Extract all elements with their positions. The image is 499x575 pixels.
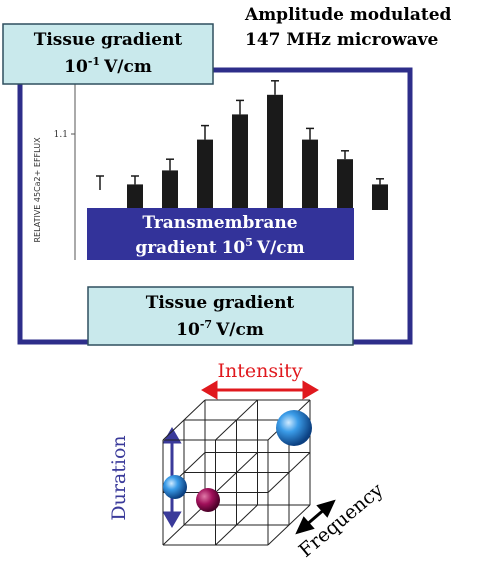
sphere <box>163 475 187 499</box>
title-line: 147 MHz microwave <box>245 30 438 50</box>
bar <box>127 184 143 210</box>
cube-edge <box>267 504 311 546</box>
bar <box>372 184 388 210</box>
bar-plot: RELATIVE 45Ca2+ EFFLUX 1.1 <box>33 78 388 260</box>
exponent: -7 <box>200 318 212 331</box>
box-label: Tissue gradient <box>34 30 183 50</box>
frequency-arrow <box>295 499 336 535</box>
tissue-box <box>2 23 214 85</box>
box-label: Transmembrane <box>142 213 297 233</box>
bar <box>337 159 353 210</box>
box-value: 10-1 V/cm <box>64 55 152 77</box>
y-axis-label: RELATIVE 45Ca2+ EFFLUX <box>33 137 42 243</box>
unit: V/cm <box>215 320 264 340</box>
tissue-box <box>87 286 354 346</box>
frequency-label: Frequency <box>295 479 388 562</box>
unit: V/cm <box>256 238 305 258</box>
intensity-arrow <box>201 380 319 400</box>
base: 10 <box>176 320 200 340</box>
prefix: gradient <box>135 238 216 258</box>
box-value: 10-7 V/cm <box>176 318 264 340</box>
title-line: Amplitude modulated <box>244 5 452 25</box>
bar <box>302 139 318 210</box>
exponent: 5 <box>245 236 253 249</box>
base: 10 <box>64 57 88 77</box>
unit: V/cm <box>103 57 152 77</box>
box-label: Tissue gradient <box>146 293 295 313</box>
bar <box>197 139 213 210</box>
sphere <box>276 410 312 446</box>
duration-label: Duration <box>108 435 130 520</box>
intensity-label: Intensity <box>217 360 302 382</box>
bar <box>267 94 283 210</box>
base: 10 <box>222 238 246 258</box>
y-tick-label: 1.1 <box>54 130 68 140</box>
box-value: gradient 105 V/cm <box>135 236 304 258</box>
bar <box>162 170 178 210</box>
exponent: -1 <box>88 55 100 68</box>
transmembrane-box <box>87 208 354 260</box>
bar <box>232 114 248 210</box>
sphere <box>196 488 220 512</box>
